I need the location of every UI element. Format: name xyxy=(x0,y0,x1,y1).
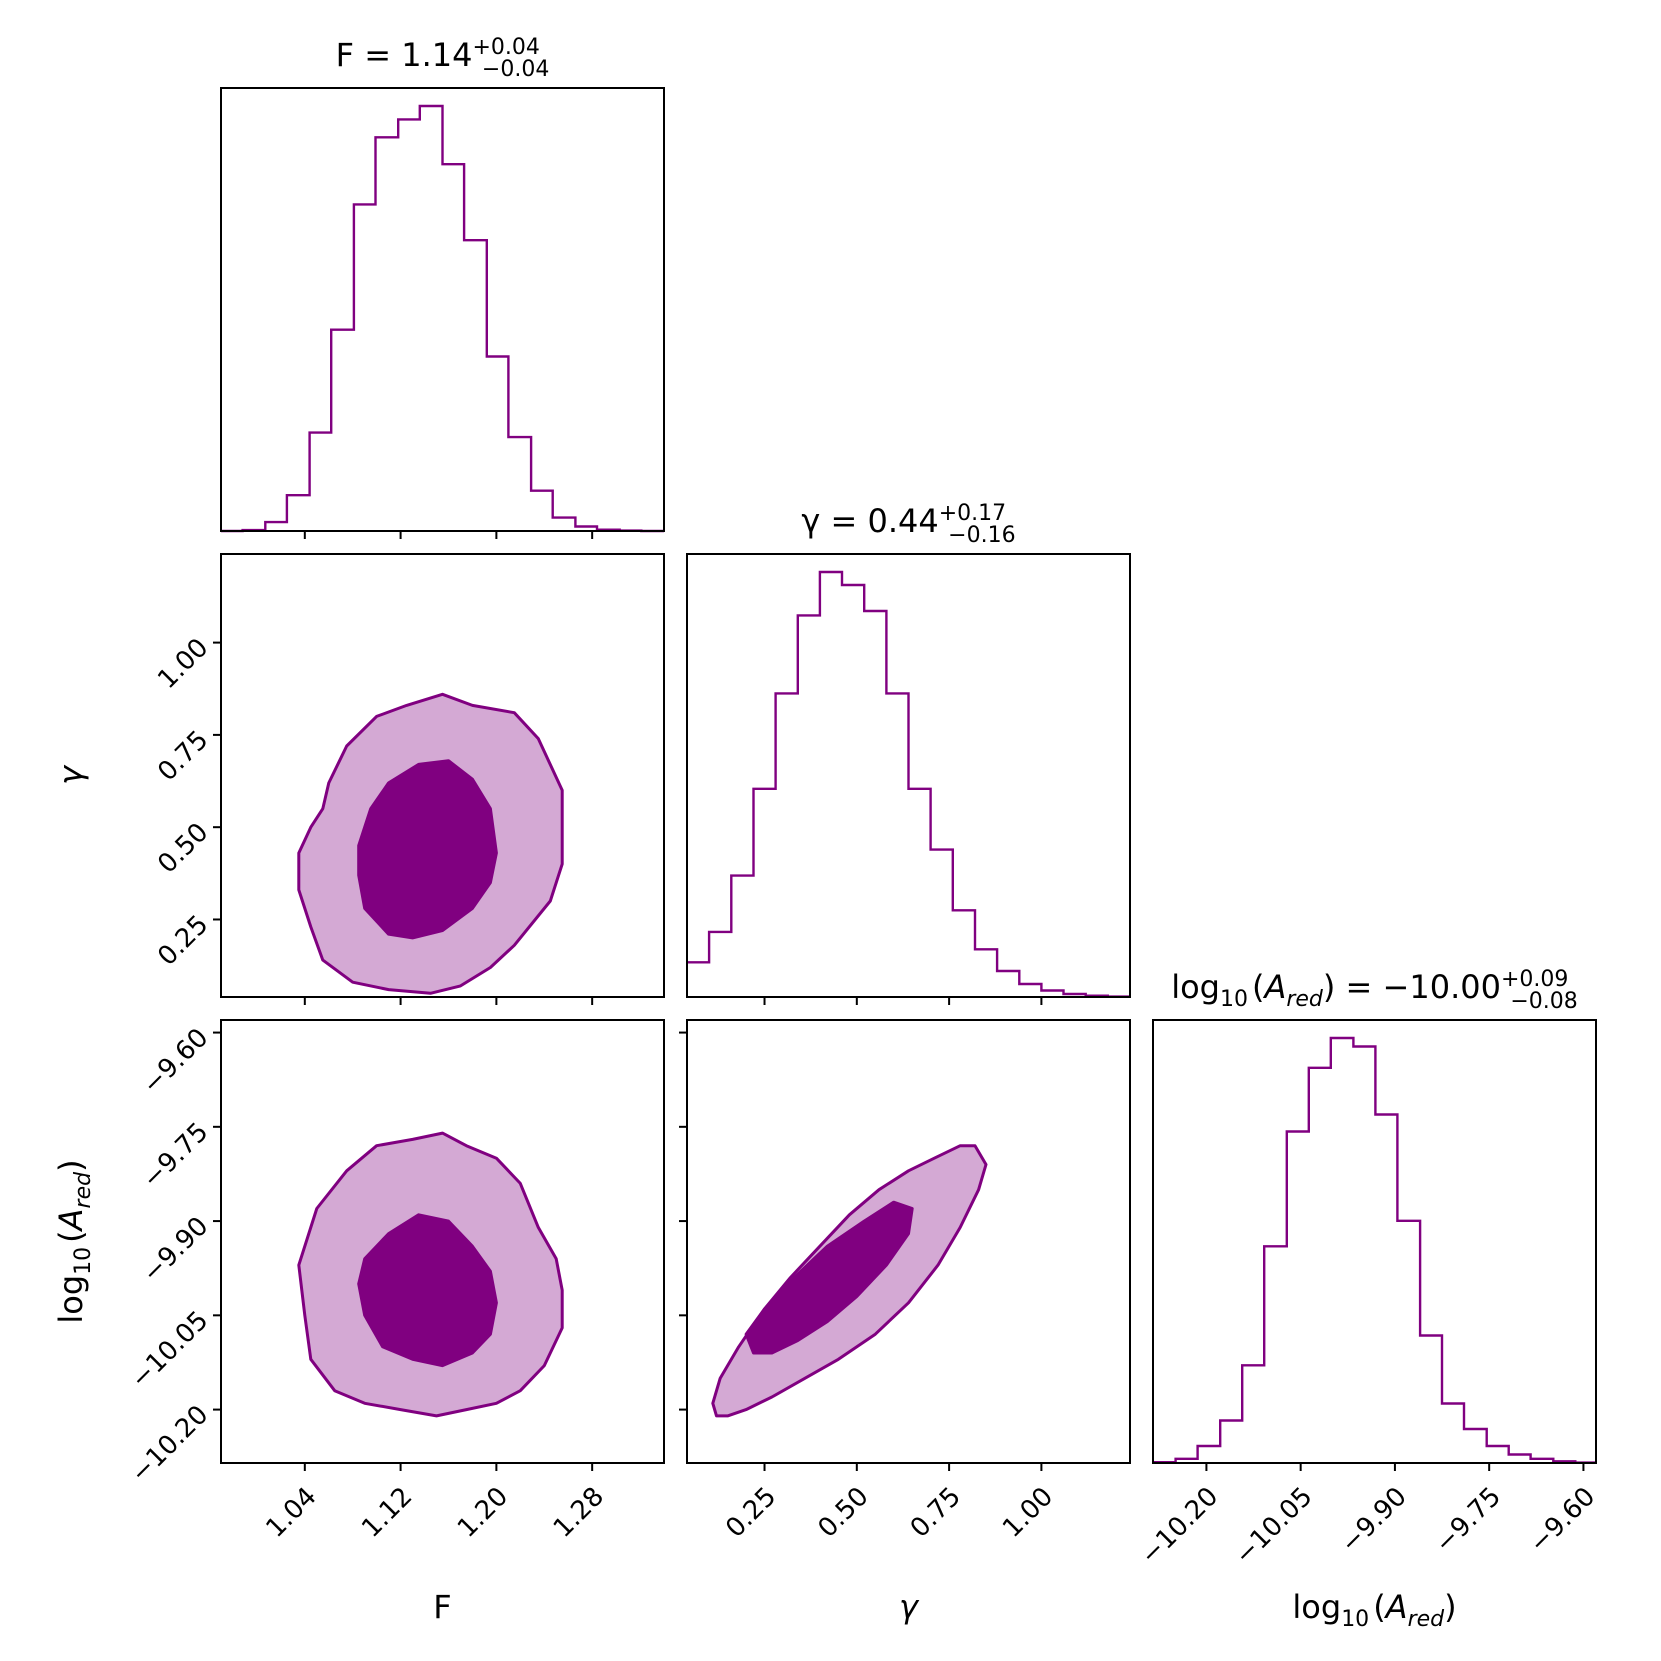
label-close: ) xyxy=(1444,1588,1456,1626)
label-var: A xyxy=(1384,1588,1408,1626)
label-var-sub: red xyxy=(1408,1607,1446,1632)
title-err-up: +0.17 xyxy=(939,501,1006,526)
y-tick-label: 0.75 xyxy=(152,725,214,787)
title-value: ) = −10.00 xyxy=(1323,968,1501,1006)
title-err-up: +0.04 xyxy=(472,35,539,60)
y-tick-label: 0.50 xyxy=(152,817,214,879)
x-tick-label: 0.25 xyxy=(720,1482,782,1544)
panel-frame-1-1 xyxy=(686,553,1131,998)
label-paren: ( xyxy=(1373,1588,1385,1626)
title-log: log xyxy=(1171,968,1220,1006)
y-tick-label: −10.05 xyxy=(125,1306,214,1395)
panel-frame-0-0 xyxy=(220,87,665,532)
histogram-gamma xyxy=(687,570,1130,998)
panel-title-log10_A_red: log10 (Ared) = −10.00+0.09 −0.08 xyxy=(1171,967,1578,1014)
label-text: F xyxy=(433,1588,451,1626)
label-log: log xyxy=(52,1275,90,1324)
label-text: γ xyxy=(899,1588,920,1626)
label-var-sub: red xyxy=(71,1171,96,1209)
x-tick-label: −9.75 xyxy=(1429,1482,1507,1560)
x-axis-label-log10_A_red: log10 (Ared) xyxy=(1292,1588,1456,1632)
y-tick-label: −9.90 xyxy=(137,1211,215,1289)
x-tick-label: 1.12 xyxy=(356,1482,418,1544)
histogram-F xyxy=(221,104,664,533)
x-axis-label-F: F xyxy=(433,1588,451,1626)
histogram-log10_A_red xyxy=(1153,1036,1596,1464)
panel-frame-2-2 xyxy=(1152,1019,1597,1464)
y-tick-label: −9.60 xyxy=(137,1023,215,1101)
x-tick-label: −10.05 xyxy=(1229,1482,1318,1571)
title-err-down: −0.04 xyxy=(482,57,549,82)
label-text: γ xyxy=(52,764,90,785)
x-tick-label: −9.90 xyxy=(1335,1482,1413,1560)
contour-inner-F-log10_A_red xyxy=(357,1213,498,1368)
y-tick-label: 0.25 xyxy=(152,910,214,972)
x-tick-label: 0.50 xyxy=(812,1482,874,1544)
x-tick-label: 1.20 xyxy=(452,1482,514,1544)
label-var: A xyxy=(52,1208,90,1232)
contour-inner-F-gamma xyxy=(357,759,498,940)
panel-title-gamma: γ = 0.44+0.17 −0.16 xyxy=(801,501,1015,548)
label-log: log xyxy=(1292,1588,1341,1626)
title-value: γ = 0.44 xyxy=(801,502,938,540)
y-axis-label-gamma: γ xyxy=(52,764,90,785)
label-sub: 10 xyxy=(1341,1607,1369,1632)
panel-frame-2-0 xyxy=(220,1019,665,1464)
title-paren: ( xyxy=(1252,968,1264,1006)
x-tick-label: 1.28 xyxy=(548,1482,610,1544)
title-var-sub: red xyxy=(1286,987,1324,1012)
x-axis-label-gamma: γ xyxy=(899,1588,920,1626)
label-paren: ( xyxy=(52,1230,90,1242)
panel-frame-2-1 xyxy=(686,1019,1131,1464)
title-err-down: −0.08 xyxy=(1510,989,1577,1014)
label-close: ) xyxy=(52,1159,90,1171)
x-tick-label: 1.04 xyxy=(260,1482,322,1544)
x-tick-label: 0.75 xyxy=(905,1482,967,1544)
y-tick-label: −10.20 xyxy=(125,1400,214,1489)
x-tick-label: 1.00 xyxy=(997,1482,1059,1544)
y-tick-label: 1.00 xyxy=(152,633,214,695)
y-axis-label-log10_A_red: log10 (Ared) xyxy=(52,1159,96,1323)
label-sub: 10 xyxy=(71,1247,96,1275)
y-tick-label: −9.75 xyxy=(137,1117,215,1195)
panel-frame-1-0 xyxy=(220,553,665,998)
title-value: F = 1.14 xyxy=(336,36,473,74)
title-var: A xyxy=(1262,968,1286,1006)
title-log-sub: 10 xyxy=(1220,987,1248,1012)
panel-title-F: F = 1.14+0.04 −0.04 xyxy=(336,35,550,82)
x-tick-label: −9.60 xyxy=(1524,1482,1602,1560)
title-err-up: +0.09 xyxy=(1501,967,1568,992)
x-tick-label: −10.20 xyxy=(1135,1482,1224,1571)
contour-inner-gamma-log10_A_red xyxy=(744,1200,914,1355)
title-err-down: −0.16 xyxy=(948,523,1015,548)
